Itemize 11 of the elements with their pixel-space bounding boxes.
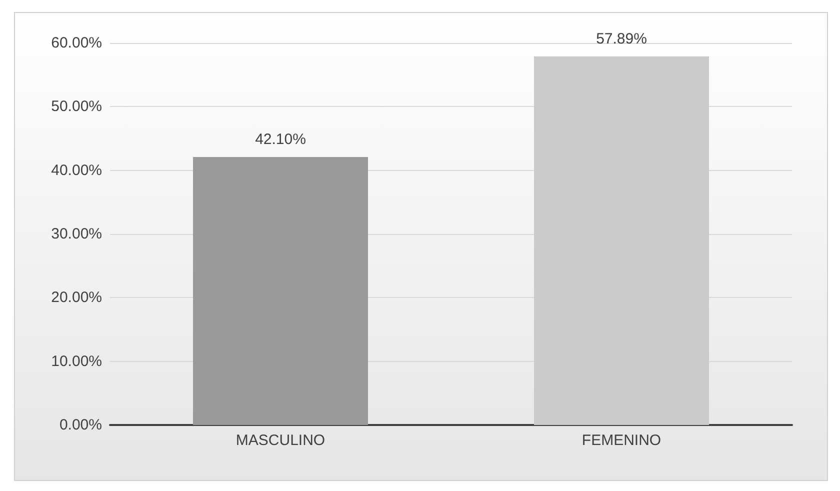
x-tick-label: FEMENINO xyxy=(582,432,662,449)
y-tick-label: 40.00% xyxy=(51,162,102,179)
data-label: 57.89% xyxy=(596,30,647,48)
y-tick-label: 50.00% xyxy=(51,98,102,116)
y-tick-label: 10.00% xyxy=(51,352,102,370)
y-tick-label: 0.00% xyxy=(59,416,102,434)
x-tick-label: MASCULINO xyxy=(236,432,326,449)
y-tick-label: 30.00% xyxy=(51,226,102,242)
y-tick-label: 20.00% xyxy=(51,289,102,306)
y-tick-label: 60.00% xyxy=(51,34,102,52)
data-label: 42.10% xyxy=(255,130,306,148)
